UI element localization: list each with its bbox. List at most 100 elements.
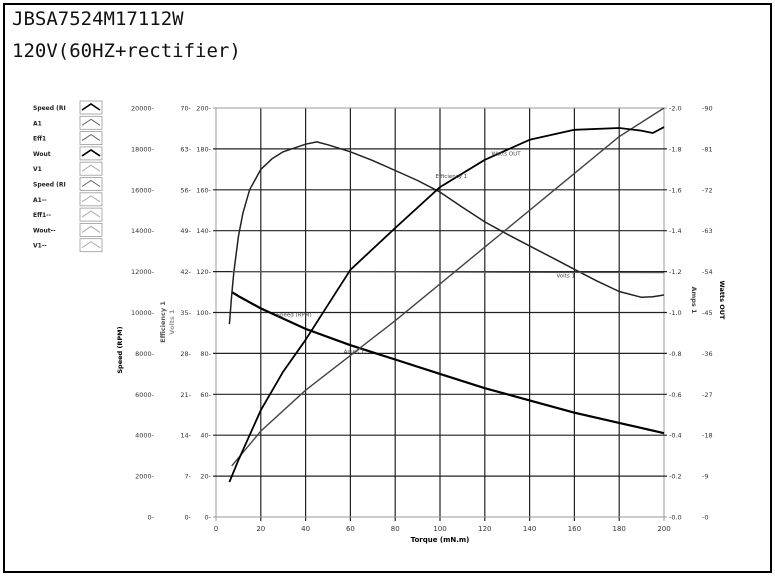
series-annotation: Watts OUT (492, 152, 522, 158)
efficiency-tick-label: 0- (185, 514, 192, 522)
legend-swatch (79, 146, 103, 161)
amps-tick-label: -1.6 (669, 186, 682, 194)
amps-tick-label: -2.0 (669, 105, 682, 113)
legend-line-icon (81, 179, 101, 187)
x-axis-label: Torque (mN.m) (411, 536, 470, 544)
legend-swatch (79, 207, 103, 222)
series-watts-out (228, 126, 665, 483)
amps-tick-label: -1.0 (669, 309, 682, 317)
watts-tick-label: -9 (702, 473, 708, 481)
chart-frame (3, 3, 772, 573)
x-tick-label: 60 (346, 525, 355, 533)
speed-tick-label: 8000- (135, 350, 155, 358)
legend-line-icon (81, 148, 101, 157)
speed-tick-label: 12000- (131, 268, 155, 276)
legend-line-icon (81, 225, 101, 233)
volts-tick-label: 180- (196, 145, 211, 153)
efficiency-tick-label: 28- (180, 350, 191, 358)
efficiency-tick-label: 63- (180, 145, 191, 153)
legend-line-icon (81, 133, 101, 142)
speed-tick-label: 10000- (131, 309, 155, 317)
series-amps-1 (231, 107, 665, 467)
volts-tick-label: 120- (196, 268, 211, 276)
efficiency-tick-label: 49- (180, 227, 191, 235)
legend-label: Wout (33, 151, 51, 158)
speed-tick-label: 0- (148, 514, 155, 522)
x-tick-label: 0 (214, 525, 218, 533)
x-tick-label: 160 (568, 525, 581, 533)
legend-line-icon (81, 103, 101, 111)
amps-tick-label: -1.8 (669, 145, 682, 153)
speed-tick-label: 2000- (135, 473, 155, 481)
amps-tick-label: -0.2 (669, 473, 682, 481)
legend-label: Wout-- (33, 227, 56, 234)
amps-tick-label: -0.4 (669, 432, 682, 440)
speed-tick-label: 4000- (135, 432, 155, 440)
volts-tick-label: 80- (200, 350, 211, 358)
watts-tick-label: -0 (702, 514, 708, 522)
legend-line-icon (81, 118, 101, 126)
x-tick-label: 180 (613, 525, 626, 533)
legend-swatch (79, 161, 103, 176)
watts-tick-label: -27 (702, 391, 713, 399)
amps-tick-label: -1.4 (669, 227, 682, 235)
volts-tick-label: 100- (196, 309, 211, 317)
x-tick-label: 140 (523, 525, 536, 533)
amps-tick-label: -0.6 (669, 391, 682, 399)
legend-line-icon (81, 164, 101, 172)
watts-tick-label: -81 (702, 145, 713, 153)
watts-tick-label: -18 (702, 432, 713, 440)
annotations: Watts OUT Efficiency 1 Volts 1 Speed (RPM) A… (276, 152, 574, 356)
speed-tick-label: 14000- (131, 227, 155, 235)
legend-label: Speed (RI (33, 105, 66, 112)
volts-tick-label: 20- (200, 473, 211, 481)
volts-tick-label: 60- (200, 391, 211, 399)
series-annotation: Amps 1 (344, 349, 365, 355)
watts-tick-label: -90 (702, 105, 713, 113)
watts-tick-label: -63 (702, 227, 713, 235)
efficiency-tick-label: 70- (180, 105, 191, 113)
volts-tick-label: 0- (205, 514, 212, 522)
x-tick-label: 80 (391, 525, 400, 533)
x-tick-label: 120 (478, 525, 491, 533)
series-volts-1 (231, 271, 665, 274)
legend-swatch (79, 115, 103, 130)
series-lines (228, 107, 665, 483)
series-annotation: Efficiency 1 (436, 174, 468, 180)
amps-tick-label: -1.2 (669, 268, 682, 276)
series-annotation: Volts 1 (556, 274, 575, 280)
legend-label: Eff1 (33, 136, 46, 143)
efficiency-tick-label: 14- (180, 432, 191, 440)
efficiency-tick-label: 56- (180, 186, 191, 194)
legend-label: Speed (RI (33, 182, 66, 189)
grid (213, 107, 667, 521)
watts-axis-title: Watts OUT (718, 281, 726, 320)
speed-tick-label: 16000- (131, 186, 155, 194)
legend-label: V1 (33, 166, 42, 173)
watts-tick-label: -54 (702, 268, 713, 276)
amps-tick-label: -0.8 (669, 350, 682, 358)
legend-label: A1-- (33, 197, 47, 204)
legend-swatch (79, 192, 103, 207)
volts-tick-label: 200- (196, 105, 211, 113)
watts-tick-label: -45 (702, 309, 713, 317)
efficiency-tick-label: 42- (180, 268, 191, 276)
speed-tick-label: 6000- (135, 391, 155, 399)
legend-swatch (79, 131, 103, 146)
amps-axis-title: Amps 1 (690, 286, 698, 314)
legend-label: A1 (33, 120, 42, 127)
x-tick-label: 40 (301, 525, 310, 533)
x-tick-label: 20 (256, 525, 265, 533)
chart-title: JBSA7524M17112W (12, 8, 184, 30)
speed-tick-label: 20000- (131, 105, 155, 113)
speed-tick-label: 18000- (131, 145, 155, 153)
volts-tick-label: 140- (196, 227, 211, 235)
legend-line-icon (81, 210, 101, 218)
x-tick-label: 200 (657, 525, 670, 533)
efficiency-axis-title: Efficiency 1 (159, 301, 167, 343)
legend-swatch (79, 177, 103, 191)
amps-tick-label: -0.0 (669, 514, 682, 522)
efficiency-tick-label: 21- (180, 391, 191, 399)
efficiency-tick-label: 35- (180, 309, 191, 317)
